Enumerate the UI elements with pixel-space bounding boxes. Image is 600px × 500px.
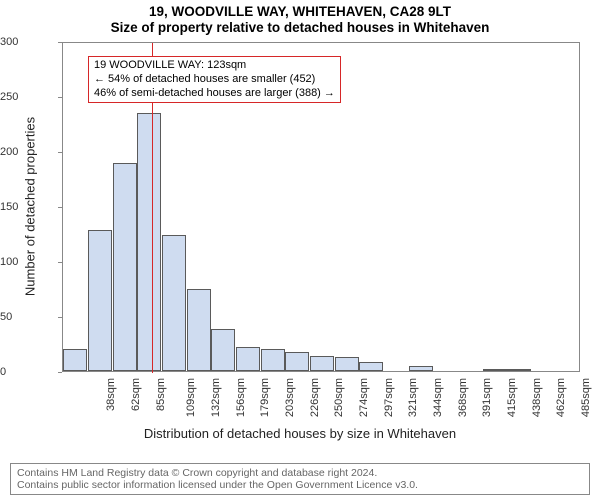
y-tick-label: 50 xyxy=(0,311,56,323)
y-tick-mark xyxy=(58,317,62,318)
histogram-bar xyxy=(137,113,161,372)
x-tick-label: 391sqm xyxy=(481,378,493,417)
histogram-bar xyxy=(63,349,87,371)
footer-line: Contains HM Land Registry data © Crown c… xyxy=(17,467,583,479)
x-tick-label: 132sqm xyxy=(210,378,222,417)
histogram-bar xyxy=(211,329,235,371)
x-tick-label: 226sqm xyxy=(309,378,321,417)
annotation-box: 19 WOODVILLE WAY: 123sqm← 54% of detache… xyxy=(88,56,341,103)
address-title: 19, WOODVILLE WAY, WHITEHAVEN, CA28 9LT xyxy=(0,0,600,20)
chart-subtitle: Size of property relative to detached ho… xyxy=(0,20,600,36)
histogram-bar xyxy=(359,362,383,371)
annotation-line: 19 WOODVILLE WAY: 123sqm xyxy=(94,59,335,73)
x-tick-label: 203sqm xyxy=(284,378,296,417)
x-tick-label: 321sqm xyxy=(407,378,419,417)
y-tick-label: 250 xyxy=(0,91,56,103)
x-tick-label: 344sqm xyxy=(432,378,444,417)
footer-line: Contains public sector information licen… xyxy=(17,479,583,491)
x-tick-label: 38sqm xyxy=(105,378,117,411)
histogram-bar xyxy=(335,357,359,371)
annotation-line: ← 54% of detached houses are smaller (45… xyxy=(94,73,335,87)
histogram-bar xyxy=(162,235,186,371)
y-tick-label: 300 xyxy=(0,36,56,48)
histogram-bar xyxy=(113,163,137,371)
x-tick-label: 297sqm xyxy=(383,378,395,417)
x-tick-label: 274sqm xyxy=(358,378,370,417)
y-tick-mark xyxy=(58,372,62,373)
x-tick-label: 85sqm xyxy=(155,378,167,411)
histogram-bar xyxy=(261,349,285,371)
y-tick-mark xyxy=(58,207,62,208)
histogram-bar xyxy=(88,230,112,371)
x-tick-label: 109sqm xyxy=(185,378,197,417)
histogram-bar xyxy=(409,366,433,372)
x-tick-label: 179sqm xyxy=(259,378,271,417)
x-tick-label: 415sqm xyxy=(506,378,518,417)
x-tick-label: 438sqm xyxy=(531,378,543,417)
histogram-bar xyxy=(236,347,260,371)
y-tick-mark xyxy=(58,97,62,98)
x-tick-label: 368sqm xyxy=(457,378,469,417)
y-tick-mark xyxy=(58,42,62,43)
y-tick-mark xyxy=(58,152,62,153)
y-axis-label: Number of detached properties xyxy=(23,107,38,307)
y-tick-label: 0 xyxy=(0,366,56,378)
histogram-bar xyxy=(187,289,211,372)
y-tick-mark xyxy=(58,262,62,263)
x-tick-label: 156sqm xyxy=(235,378,247,417)
annotation-line: 46% of semi-detached houses are larger (… xyxy=(94,87,335,101)
x-axis-label: Distribution of detached houses by size … xyxy=(0,426,600,441)
histogram-bar xyxy=(483,369,507,371)
histogram-bar xyxy=(310,356,334,371)
histogram-bar xyxy=(507,369,531,371)
x-tick-label: 250sqm xyxy=(333,378,345,417)
x-tick-label: 462sqm xyxy=(555,378,567,417)
x-tick-label: 485sqm xyxy=(580,378,592,417)
histogram-bar xyxy=(285,352,309,371)
x-tick-label: 62sqm xyxy=(130,378,142,411)
attribution-footer: Contains HM Land Registry data © Crown c… xyxy=(10,463,590,495)
